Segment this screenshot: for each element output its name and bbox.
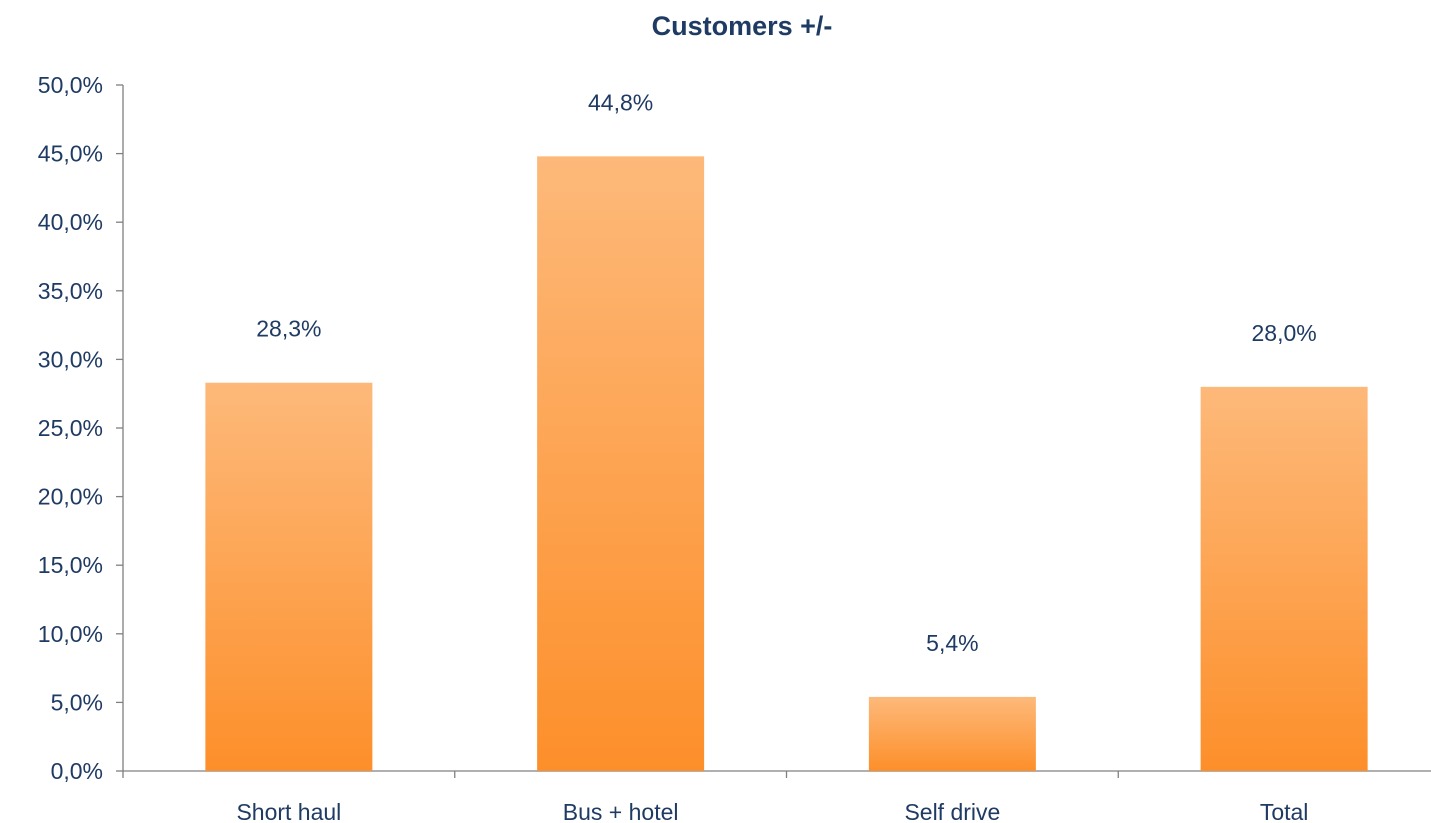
y-tick-label: 50,0% xyxy=(38,72,103,98)
y-tick-label: 20,0% xyxy=(38,484,103,510)
x-tick-label: Short haul xyxy=(236,799,341,823)
y-tick-label: 10,0% xyxy=(38,621,103,647)
bars xyxy=(205,156,1368,771)
x-tick-label: Bus + hotel xyxy=(563,799,679,823)
data-labels: 28,3% 44,8% 5,4% 28,0% xyxy=(256,89,1316,656)
bar-total xyxy=(1200,386,1368,771)
x-tick-label: Self drive xyxy=(904,799,1000,823)
data-label: 5,4% xyxy=(926,630,978,656)
x-axis: Short haul Bus + hotel Self drive Total xyxy=(122,770,1431,823)
y-tick-label: 0,0% xyxy=(51,758,103,784)
y-tick-label: 25,0% xyxy=(38,415,103,441)
y-tick-label: 30,0% xyxy=(38,346,103,372)
data-label: 28,3% xyxy=(256,316,321,342)
bar-bus-hotel xyxy=(537,156,705,771)
y-tick-label: 40,0% xyxy=(38,209,103,235)
chart-title: Customers +/- xyxy=(652,11,833,41)
bar-self-drive xyxy=(868,696,1036,771)
y-tick-label: 15,0% xyxy=(38,552,103,578)
y-tick-label: 35,0% xyxy=(38,278,103,304)
bar-short-haul xyxy=(205,382,373,771)
data-label: 28,0% xyxy=(1252,320,1317,346)
y-axis: 0,0% 5,0% 10,0% 15,0% 20,0% 25,0% 30,0% 35,0% 40… xyxy=(38,72,124,784)
y-tick-label: 5,0% xyxy=(51,689,103,715)
x-tick-label: Total xyxy=(1260,799,1309,823)
data-label: 44,8% xyxy=(588,89,653,115)
y-tick-label: 45,0% xyxy=(38,141,103,167)
